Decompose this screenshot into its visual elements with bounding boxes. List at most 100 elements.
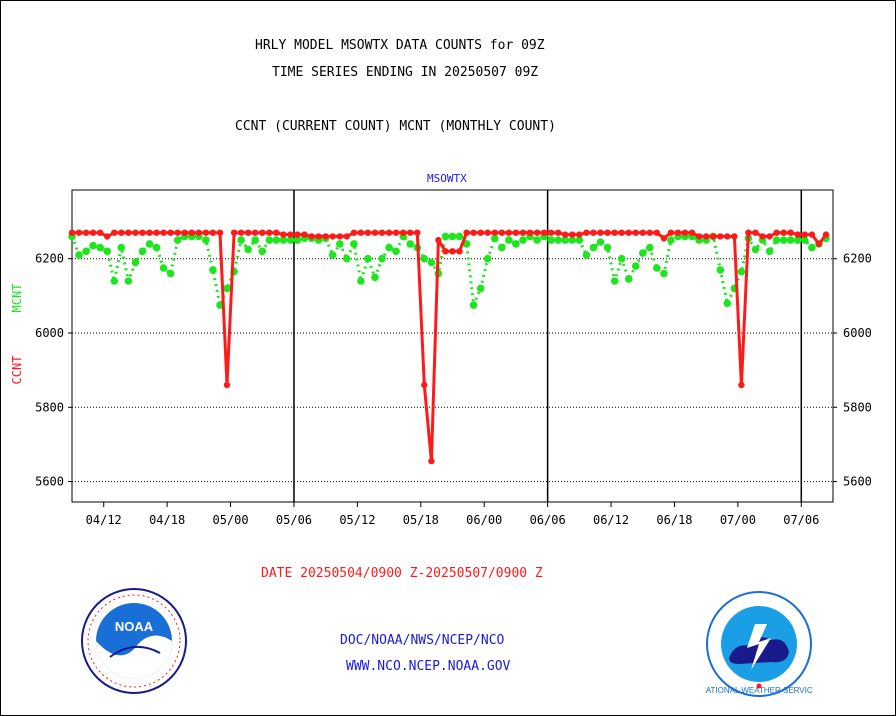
nco-website-link[interactable]: WWW.NCO.NCEP.NOAA.GOV [346,659,511,674]
series-point-ccnt-32 [294,231,301,238]
series-point-ccnt-91 [710,233,717,240]
series-point-mcnt-1 [75,251,83,259]
series-point-mcnt-92 [716,266,725,274]
series-point-mcnt-19 [202,236,210,244]
chart-subtitle: CCNT (CURRENT COUNT) MCNT (MONTHLY COUNT… [235,119,556,134]
series-point-ccnt-19 [202,229,210,236]
series-point-ccnt-41 [357,229,365,236]
series-point-ccnt-94 [731,233,738,240]
series-point-mcnt-25 [244,245,252,254]
series-point-ccnt-75 [597,229,604,236]
series-point-mcnt-42 [364,254,372,263]
series-point-ccnt-12 [153,229,160,236]
series-point-ccnt-104 [801,231,808,238]
series-point-mcnt-74 [589,243,598,252]
series-point-ccnt-88 [688,229,696,236]
series-point-mcnt-80 [631,262,640,270]
x-tick-label-06-18: 06/18 [656,513,692,527]
series-point-mcnt-38 [336,240,344,248]
series-point-mcnt-50 [420,254,429,263]
series-point-ccnt-95 [738,381,745,389]
series-point-ccnt-60 [491,229,498,236]
series-point-ccnt-25 [245,229,252,236]
series-point-ccnt-4 [97,229,104,236]
series-point-mcnt-7 [117,243,126,252]
series-point-mcnt-101 [779,236,788,244]
series-point-ccnt-53 [442,248,449,255]
series-point-mcnt-24 [237,236,245,244]
chart-title-line2: TIME SERIES ENDING IN 20250507 09Z [272,65,539,80]
series-point-ccnt-98 [759,233,766,240]
series-point-mcnt-40 [350,240,358,248]
y-tick-label-left-5600: 5600 [35,475,64,489]
series-point-mcnt-70 [561,236,569,244]
nws-logo: NATIONAL WEATHER SERVICE [700,590,818,698]
series-point-mcnt-105 [808,243,816,252]
series-point-ccnt-3 [89,229,97,236]
series-point-mcnt-20 [209,266,217,274]
series-point-mcnt-14 [166,269,175,278]
series-point-ccnt-23 [230,229,238,236]
series-point-mcnt-54 [448,232,457,241]
series-point-ccnt-49 [414,229,421,236]
series-point-ccnt-55 [456,248,463,255]
series-point-mcnt-78 [617,254,626,263]
series-point-mcnt-43 [371,273,379,282]
series-point-ccnt-27 [259,229,266,236]
series-point-mcnt-72 [575,236,584,244]
series-point-ccnt-64 [519,229,527,236]
series-point-ccnt-50 [421,381,428,389]
series-point-mcnt-9 [131,258,140,267]
series-point-mcnt-62 [505,236,513,244]
series-point-ccnt-40 [350,229,358,236]
series-point-mcnt-102 [786,236,795,244]
series-point-ccnt-5 [104,233,111,240]
series-point-mcnt-99 [765,247,774,256]
series-point-ccnt-36 [322,233,329,240]
series-point-mcnt-3 [89,241,97,250]
series-point-ccnt-89 [695,233,703,240]
series-point-mcnt-48 [406,240,415,248]
series-point-mcnt-100 [772,236,781,244]
nws-logo-text: NATIONAL WEATHER SERVICE [705,686,813,695]
series-point-ccnt-76 [604,229,611,236]
series-point-ccnt-6 [111,229,118,236]
series-point-ccnt-7 [118,229,125,236]
series-point-ccnt-69 [555,229,562,236]
series-point-ccnt-62 [505,229,513,236]
y-tick-label-left-6200: 6200 [35,252,64,266]
doc-noaa-link[interactable]: DOC/NOAA/NWS/NCEP/NCO [340,633,505,648]
series-point-ccnt-107 [822,231,830,238]
series-point-ccnt-93 [724,233,731,240]
series-point-ccnt-42 [364,229,372,236]
series-point-mcnt-63 [512,240,520,248]
series-point-ccnt-21 [216,229,224,236]
series-point-ccnt-90 [703,233,710,240]
series-point-ccnt-79 [625,229,632,236]
series-point-mcnt-46 [392,247,400,256]
series-point-ccnt-46 [392,229,400,236]
series-point-ccnt-92 [717,233,724,240]
series-point-ccnt-81 [639,229,646,236]
series-line-ccnt [72,231,828,463]
series-point-ccnt-34 [308,233,315,240]
series-point-mcnt-57 [469,301,478,309]
series-point-ccnt-8 [125,229,132,236]
date-range-label: DATE 20250504/0900 Z-20250507/0900 Z [261,566,543,581]
series-point-ccnt-11 [146,229,153,236]
series-point-ccnt-101 [780,229,787,236]
x-tick-label-06-00: 06/00 [466,513,502,527]
series-point-ccnt-31 [287,231,294,238]
series-point-mcnt-53 [441,232,450,241]
series-point-ccnt-39 [343,233,350,240]
series-point-mcnt-30 [279,236,288,244]
series-point-mcnt-8 [124,277,133,285]
series-point-mcnt-2 [82,247,90,256]
series-point-mcnt-37 [328,251,337,259]
series-point-ccnt-28 [266,229,273,236]
series-point-mcnt-31 [286,236,295,244]
series-point-ccnt-78 [618,229,625,236]
series-point-ccnt-35 [315,233,322,240]
series-point-mcnt-71 [568,236,577,244]
series-point-ccnt-71 [569,231,576,238]
